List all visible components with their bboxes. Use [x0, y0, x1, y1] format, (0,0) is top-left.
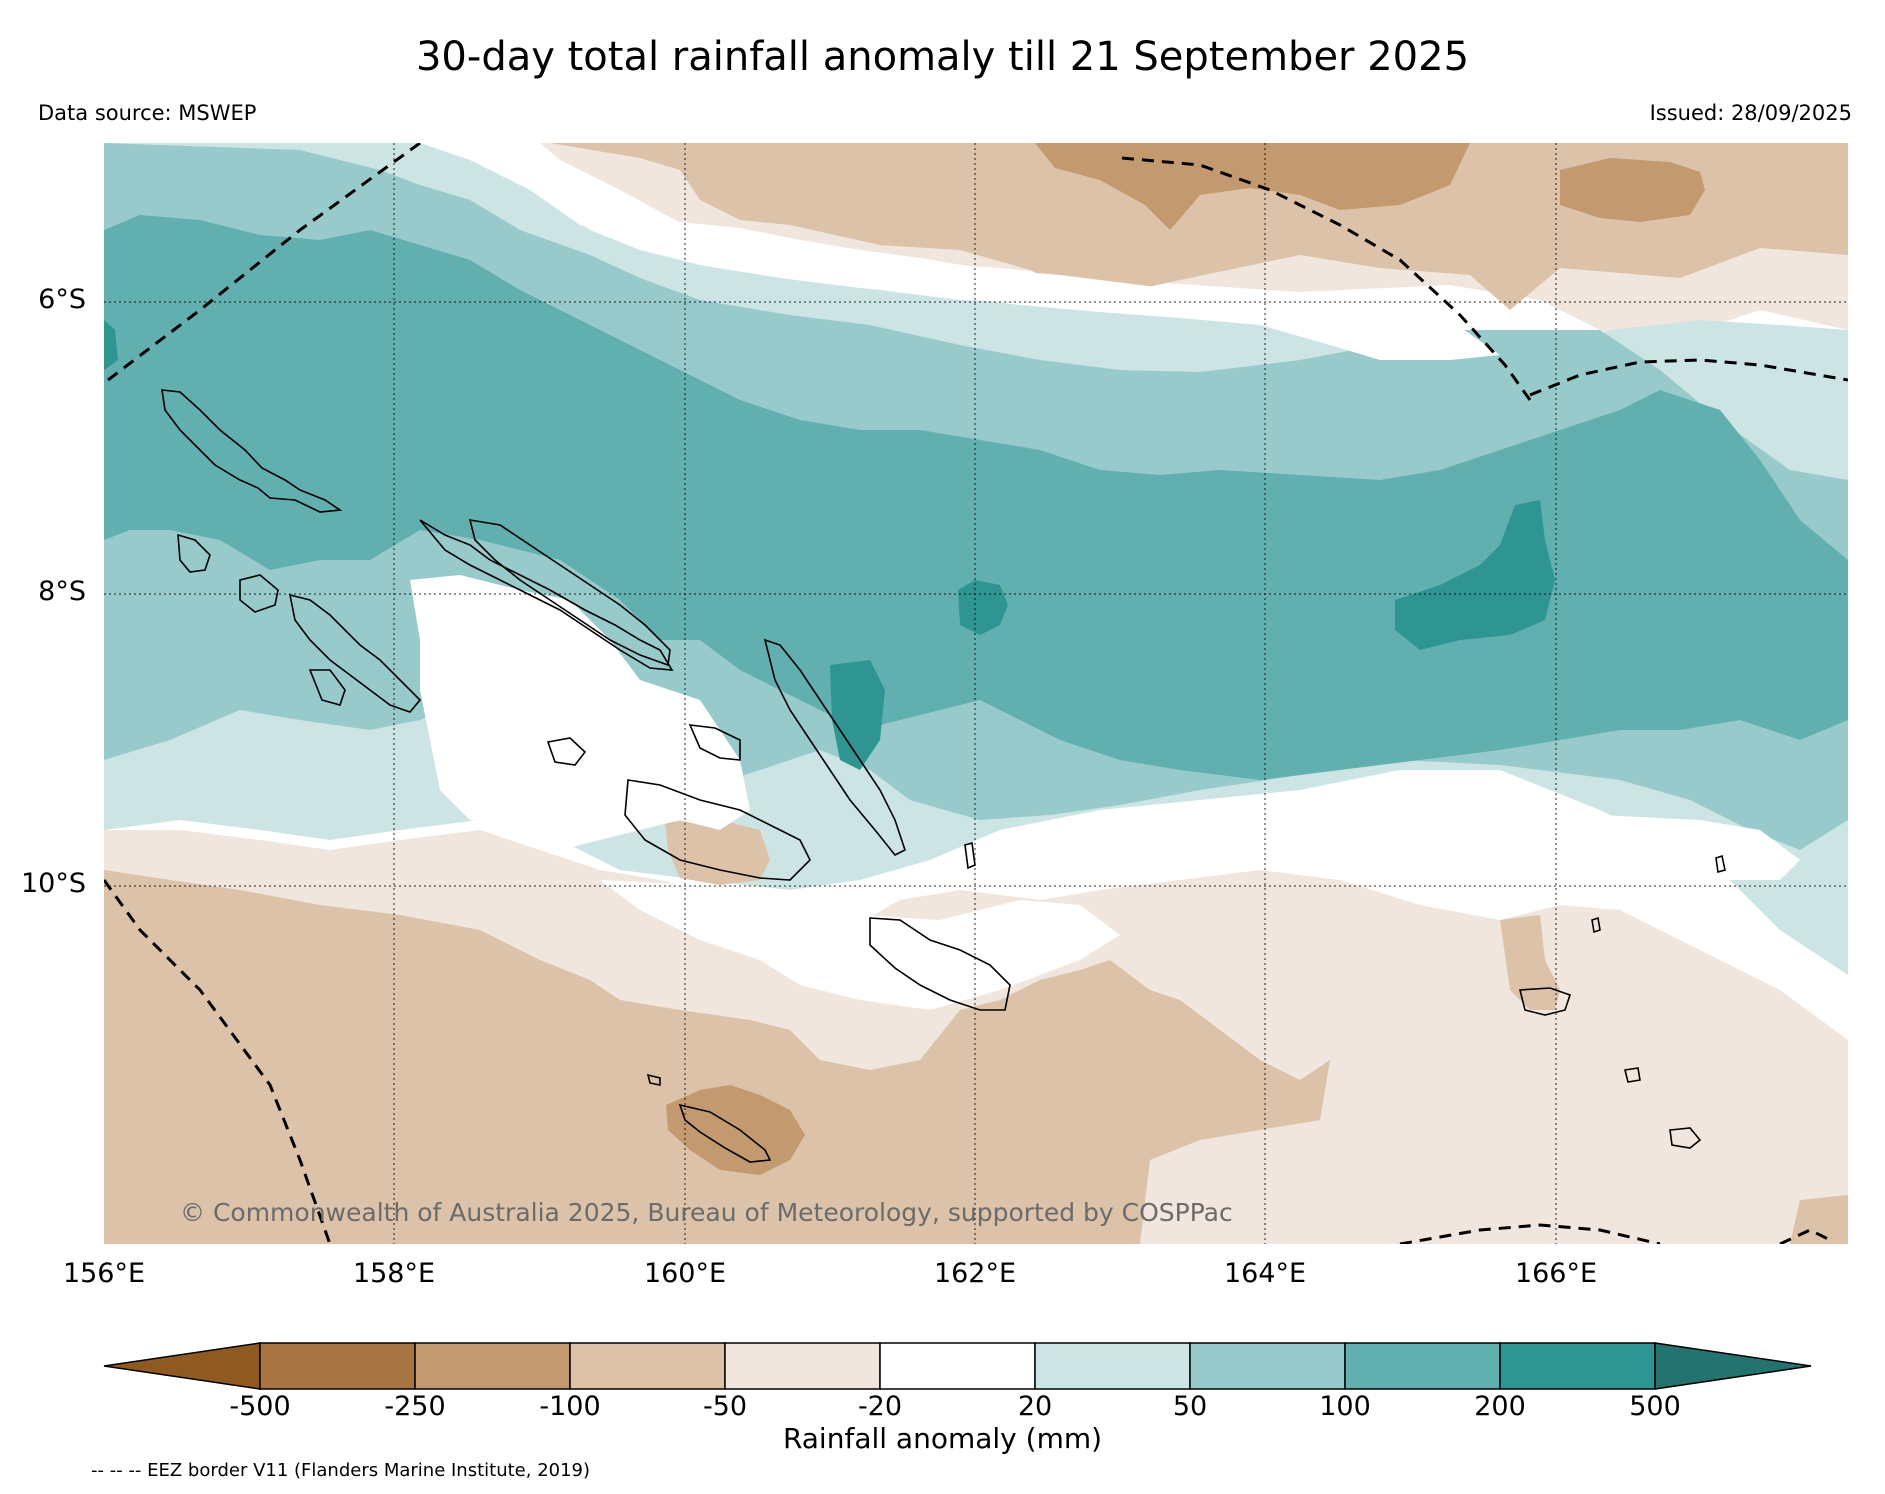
reef-islands [1715, 854, 1726, 874]
eez-borders [104, 143, 1848, 1244]
colorbar-right-extension [1654, 1342, 1812, 1390]
rendova-island [308, 669, 346, 706]
colorbar-segment [1189, 1342, 1346, 1390]
eez-border-southwest [104, 879, 332, 1244]
graticule [104, 143, 1848, 1244]
russell-islands [688, 724, 741, 761]
eez-border-south [1399, 1223, 1661, 1244]
map-title: 30-day total rainfall anomaly till 21 Se… [415, 34, 1470, 80]
north-east-strong-dry-patch [1560, 158, 1705, 222]
eez-footnote: -- -- -- EEZ border V11 (Flanders Marine… [91, 1460, 591, 1481]
lon-label-158e: 158°E [352, 1258, 436, 1289]
ulawa-island [964, 841, 976, 870]
guadalcanal-island [624, 779, 811, 881]
colorbar-tick: -500 [229, 1391, 291, 1422]
colorbar-tick: 100 [1319, 1391, 1371, 1422]
wet-patch-darkest-west [104, 320, 118, 370]
colorbar-segment [259, 1342, 416, 1390]
wet-patch-darkest-island [830, 660, 885, 770]
colorbar-tick: 50 [1172, 1391, 1208, 1422]
vanikoro-island [1624, 1067, 1641, 1083]
colorbar-tick: -250 [384, 1391, 446, 1422]
eez-border-north [1121, 156, 1532, 401]
white-gap-north [530, 190, 1500, 360]
colorbar-tick: 200 [1474, 1391, 1526, 1422]
colorbar-segment [1034, 1342, 1191, 1390]
bellona-island [646, 1073, 661, 1086]
wet-patch-darkest-east [1395, 500, 1555, 650]
colorbar-segment [569, 1342, 726, 1390]
eez-border-southeast [1779, 1228, 1831, 1244]
makira-island [869, 917, 1011, 1011]
lon-label-160e: 160°E [643, 1258, 727, 1289]
vella-lavella-island [239, 574, 279, 613]
bougainville-island [161, 389, 343, 513]
colorbar-tick: -100 [539, 1391, 601, 1422]
duff-islands [1591, 916, 1601, 934]
eez-border-east [1529, 358, 1848, 397]
south-strong-dry-patch [666, 1085, 805, 1175]
lon-label-164e: 164°E [1223, 1258, 1307, 1289]
coastlines [161, 389, 1726, 1163]
rennell-island [678, 1103, 772, 1163]
colorbar-tick: -50 [702, 1391, 748, 1422]
colorbar-segment [724, 1342, 881, 1390]
colorbar-tick: -20 [857, 1391, 903, 1422]
copyright-notice: © Commonwealth of Australia 2025, Bureau… [180, 1198, 1233, 1227]
issued-date-label: Issued: 28/09/2025 [1649, 101, 1852, 125]
santa-isabel-island [468, 519, 671, 667]
data-source-label: Data source: MSWEP [38, 101, 257, 125]
choiseul-island [419, 519, 674, 671]
lat-label-6s: 6°S [38, 284, 86, 315]
colorbar-segment [414, 1342, 571, 1390]
colorbar-left-extension [103, 1342, 261, 1390]
south-inner-dry-patch [665, 820, 770, 885]
ranongga-island [177, 533, 211, 573]
south-east-dry-patch [1500, 915, 1560, 1010]
lat-label-10s: 10°S [21, 868, 86, 899]
lon-label-166e: 166°E [1514, 1258, 1598, 1289]
lon-label-156e: 156°E [62, 1258, 146, 1289]
colorbar-segment [1344, 1342, 1501, 1390]
malaita-island [763, 638, 906, 857]
colorbar-segment [879, 1342, 1036, 1390]
colorbar-segment [1499, 1342, 1656, 1390]
white-gap-islands [410, 575, 750, 850]
santa-cruz-island [1518, 987, 1572, 1016]
white-gap-south [600, 880, 1120, 1010]
lon-label-162e: 162°E [933, 1258, 1017, 1289]
north-strong-dry-region [1035, 143, 1470, 230]
south-moderate-dry-region [104, 870, 1330, 1244]
colorbar-label: Rainfall anomaly (mm) [782, 1422, 1103, 1455]
colorbar-tick: 500 [1629, 1391, 1681, 1422]
lat-label-8s: 8°S [38, 576, 86, 607]
florida-islands [546, 737, 587, 766]
anuta-island [1669, 1127, 1702, 1149]
north-moderate-dry-region [550, 143, 1848, 310]
colorbar-tick: 20 [1017, 1391, 1053, 1422]
new-georgia-island [288, 593, 422, 713]
white-gap-southeast [1280, 815, 1800, 880]
